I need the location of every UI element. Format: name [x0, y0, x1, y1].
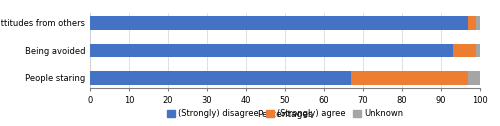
X-axis label: Percentages: Percentages	[257, 110, 313, 119]
Bar	[90, 71, 351, 85]
Bar	[476, 43, 480, 57]
Bar	[476, 16, 480, 30]
Bar	[90, 43, 453, 57]
Bar	[90, 16, 469, 30]
Bar	[452, 43, 476, 57]
Bar	[352, 71, 469, 85]
Legend: (Strongly) disagree, (Strongly) agree, Unknown: (Strongly) disagree, (Strongly) agree, U…	[163, 106, 407, 122]
Bar	[468, 16, 476, 30]
Bar	[468, 71, 480, 85]
